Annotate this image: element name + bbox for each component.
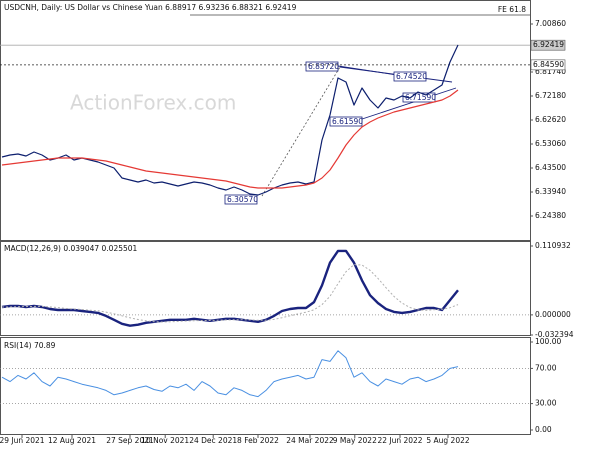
projection-line [261, 66, 341, 197]
y-tick-label: 0.000000 [535, 310, 571, 319]
series-line [1, 44, 459, 196]
y-tick-label: 6.53060 [535, 139, 566, 148]
y-tick-label: 0.00 [535, 425, 552, 434]
svg-text:6.71590: 6.71590 [405, 93, 436, 102]
macd-panel [0, 241, 531, 336]
trend-line [349, 87, 457, 124]
svg-text:6.74520: 6.74520 [396, 72, 427, 81]
fe-label: FE 61.8 [498, 5, 526, 14]
y-tick-label: 6.24380 [535, 211, 566, 220]
y-tick-label: 7.00860 [535, 19, 566, 28]
y-tick-label: 100.00 [535, 337, 561, 346]
panel-title: MACD(12,26,9) 0.039047 0.025501 [4, 244, 138, 253]
x-tick-label: 24 Dec 2021 [189, 436, 237, 445]
x-tick-label: 27 Sep 2021 [106, 436, 154, 445]
x-tick-label: 22 Jun 2022 [377, 436, 422, 445]
price-box-label: 6.92419 [533, 40, 564, 49]
y-tick-label: 6.43500 [535, 163, 566, 172]
annotation: 6.30570 [224, 194, 258, 205]
series-line [1, 249, 459, 327]
series-line [1, 89, 459, 189]
svg-text:6.61590: 6.61590 [332, 117, 363, 126]
y-tick-label: 6.33940 [535, 187, 566, 196]
y-tick-label: 30.00 [535, 399, 557, 408]
x-tick-label: 10 Nov 2021 [141, 436, 189, 445]
x-tick-label: 12 Aug 2021 [48, 436, 96, 445]
x-tick-label: 5 Aug 2022 [426, 436, 469, 445]
panel-title: RSI(14) 70.89 [4, 341, 56, 350]
x-tick-label: 24 Mar 2022 [286, 436, 334, 445]
panel-title: USDCNH, Daily: US Dollar vs Chinese Yuan… [4, 3, 297, 12]
y-tick-label: 6.72180 [535, 91, 566, 100]
y-tick-label: 6.81740 [535, 67, 566, 76]
price-box [530, 39, 566, 51]
series-line [1, 350, 459, 398]
watermark: ActionForex.com [70, 91, 236, 115]
price-box-label: 6.84590 [533, 60, 564, 69]
svg-text:6.30570: 6.30570 [227, 195, 258, 204]
annotation: 6.74520 [393, 71, 427, 82]
series-line [2, 264, 459, 323]
price-box [530, 59, 566, 71]
y-tick-label: -0.032394 [535, 330, 574, 339]
x-tick-label: 8 Feb 2022 [237, 436, 279, 445]
annotation: 6.83720 [305, 61, 339, 72]
x-tick-label: 9 May 2022 [333, 436, 377, 445]
y-tick-label: 0.110932 [535, 241, 571, 250]
annotation: 6.61590 [329, 116, 363, 127]
rsi-panel [0, 337, 531, 435]
svg-text:6.83720: 6.83720 [308, 62, 339, 71]
y-tick-label: 70.00 [535, 363, 557, 372]
x-tick-label: 29 Jun 2021 [0, 436, 45, 445]
y-tick-label: 6.62620 [535, 115, 566, 124]
